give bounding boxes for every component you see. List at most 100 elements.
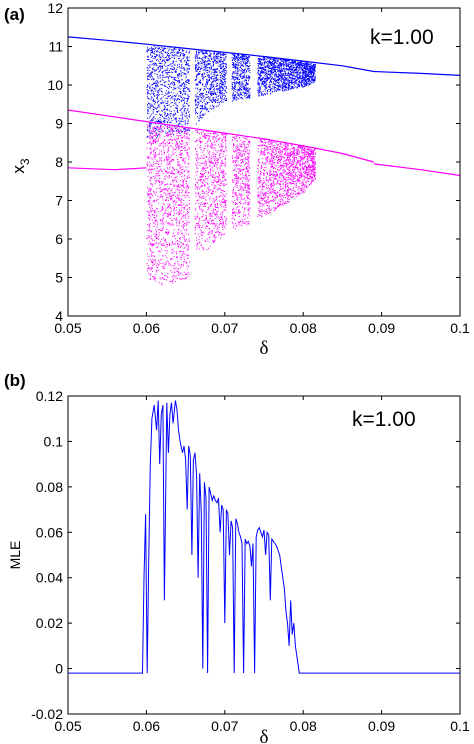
scatter-point [215,80,217,82]
scatter-point [174,99,176,101]
scatter-point [153,51,155,53]
scatter-point [240,65,242,67]
scatter-point [200,80,202,82]
scatter-point [224,54,226,55]
scatter-point [248,77,250,79]
scatter-point [210,94,212,96]
scatter-point [219,174,221,176]
scatter-point [206,82,208,84]
scatter-point [249,76,250,77]
scatter-point [196,51,198,53]
scatter-point [311,167,313,168]
scatter-point [204,83,206,85]
scatter-point [242,57,244,59]
scatter-point [213,76,215,77]
scatter-point [306,62,308,64]
scatter-point [284,86,286,88]
scatter-point [312,67,314,69]
scatter-point [269,90,271,92]
scatter-point [151,60,153,62]
scatter-point [234,89,236,91]
scatter-point [199,162,201,164]
scatter-point [258,93,260,95]
scatter-point [172,95,174,97]
scatter-point [300,61,302,63]
scatter-point [201,140,203,142]
scatter-point [150,138,152,140]
scatter-point [215,72,217,73]
scatter-point [232,97,234,99]
scatter-point [196,106,198,108]
scatter-point [274,59,276,61]
scatter-point [205,185,207,187]
scatter-point [198,90,200,92]
scatter-point [203,66,205,68]
scatter-point [225,207,227,208]
scatter-point [249,167,251,169]
scatter-point [156,80,158,82]
scatter-point [159,81,161,83]
scatter-point [224,233,226,235]
scatter-point [168,126,170,128]
scatter-point [211,213,213,214]
scatter-point [154,62,156,64]
scatter-point [232,95,234,97]
scatter-point [165,81,167,83]
scatter-point [164,120,166,122]
scatter-point [262,152,264,154]
scatter-point [307,74,308,76]
scatter-point [238,62,240,64]
scatter-point [273,66,275,68]
scatter-point [218,53,220,55]
scatter-point [165,97,167,99]
scatter-point [290,86,292,88]
scatter-point [207,146,209,148]
scatter-point [299,67,301,69]
scatter-point [149,53,151,55]
scatter-point [204,66,206,68]
scatter-point [280,62,282,64]
scatter-point [291,86,293,88]
scatter-point [294,82,296,84]
scatter-point [288,72,289,74]
scatter-point [155,128,157,129]
scatter-point [187,89,189,91]
scatter-point [188,197,190,199]
scatter-point [245,162,247,163]
scatter-point [174,52,176,54]
scatter-point [246,75,248,77]
scatter-point [149,128,151,130]
scatter-point [288,63,290,65]
scatter-point [225,157,227,159]
scatter-point [223,63,225,65]
scatter-point [303,72,305,74]
scatter-point [265,187,267,189]
scatter-point [212,81,214,83]
scatter-point [305,73,307,75]
scatter-point [305,62,307,64]
scatter-point [245,95,247,97]
scatter-point [219,71,221,73]
scatter-point [178,74,180,76]
scatter-point [266,58,268,60]
scatter-point [312,78,314,80]
scatter-point [206,107,208,109]
scatter-point [211,155,212,157]
scatter-point [174,48,176,50]
scatter-point [195,56,197,57]
scatter-point [176,74,178,75]
scatter-point [170,112,172,114]
scatter-point [161,88,163,90]
scatter-point [175,119,177,121]
scatter-point [186,186,188,188]
scatter-point [154,73,156,75]
scatter-point [298,191,300,193]
scatter-point [239,145,241,147]
scatter-point [184,122,186,124]
scatter-point [270,184,272,186]
scatter-point [277,75,279,77]
scatter-point [195,68,196,70]
scatter-point [202,191,204,193]
scatter-point [176,121,178,123]
scatter-point [270,58,272,60]
